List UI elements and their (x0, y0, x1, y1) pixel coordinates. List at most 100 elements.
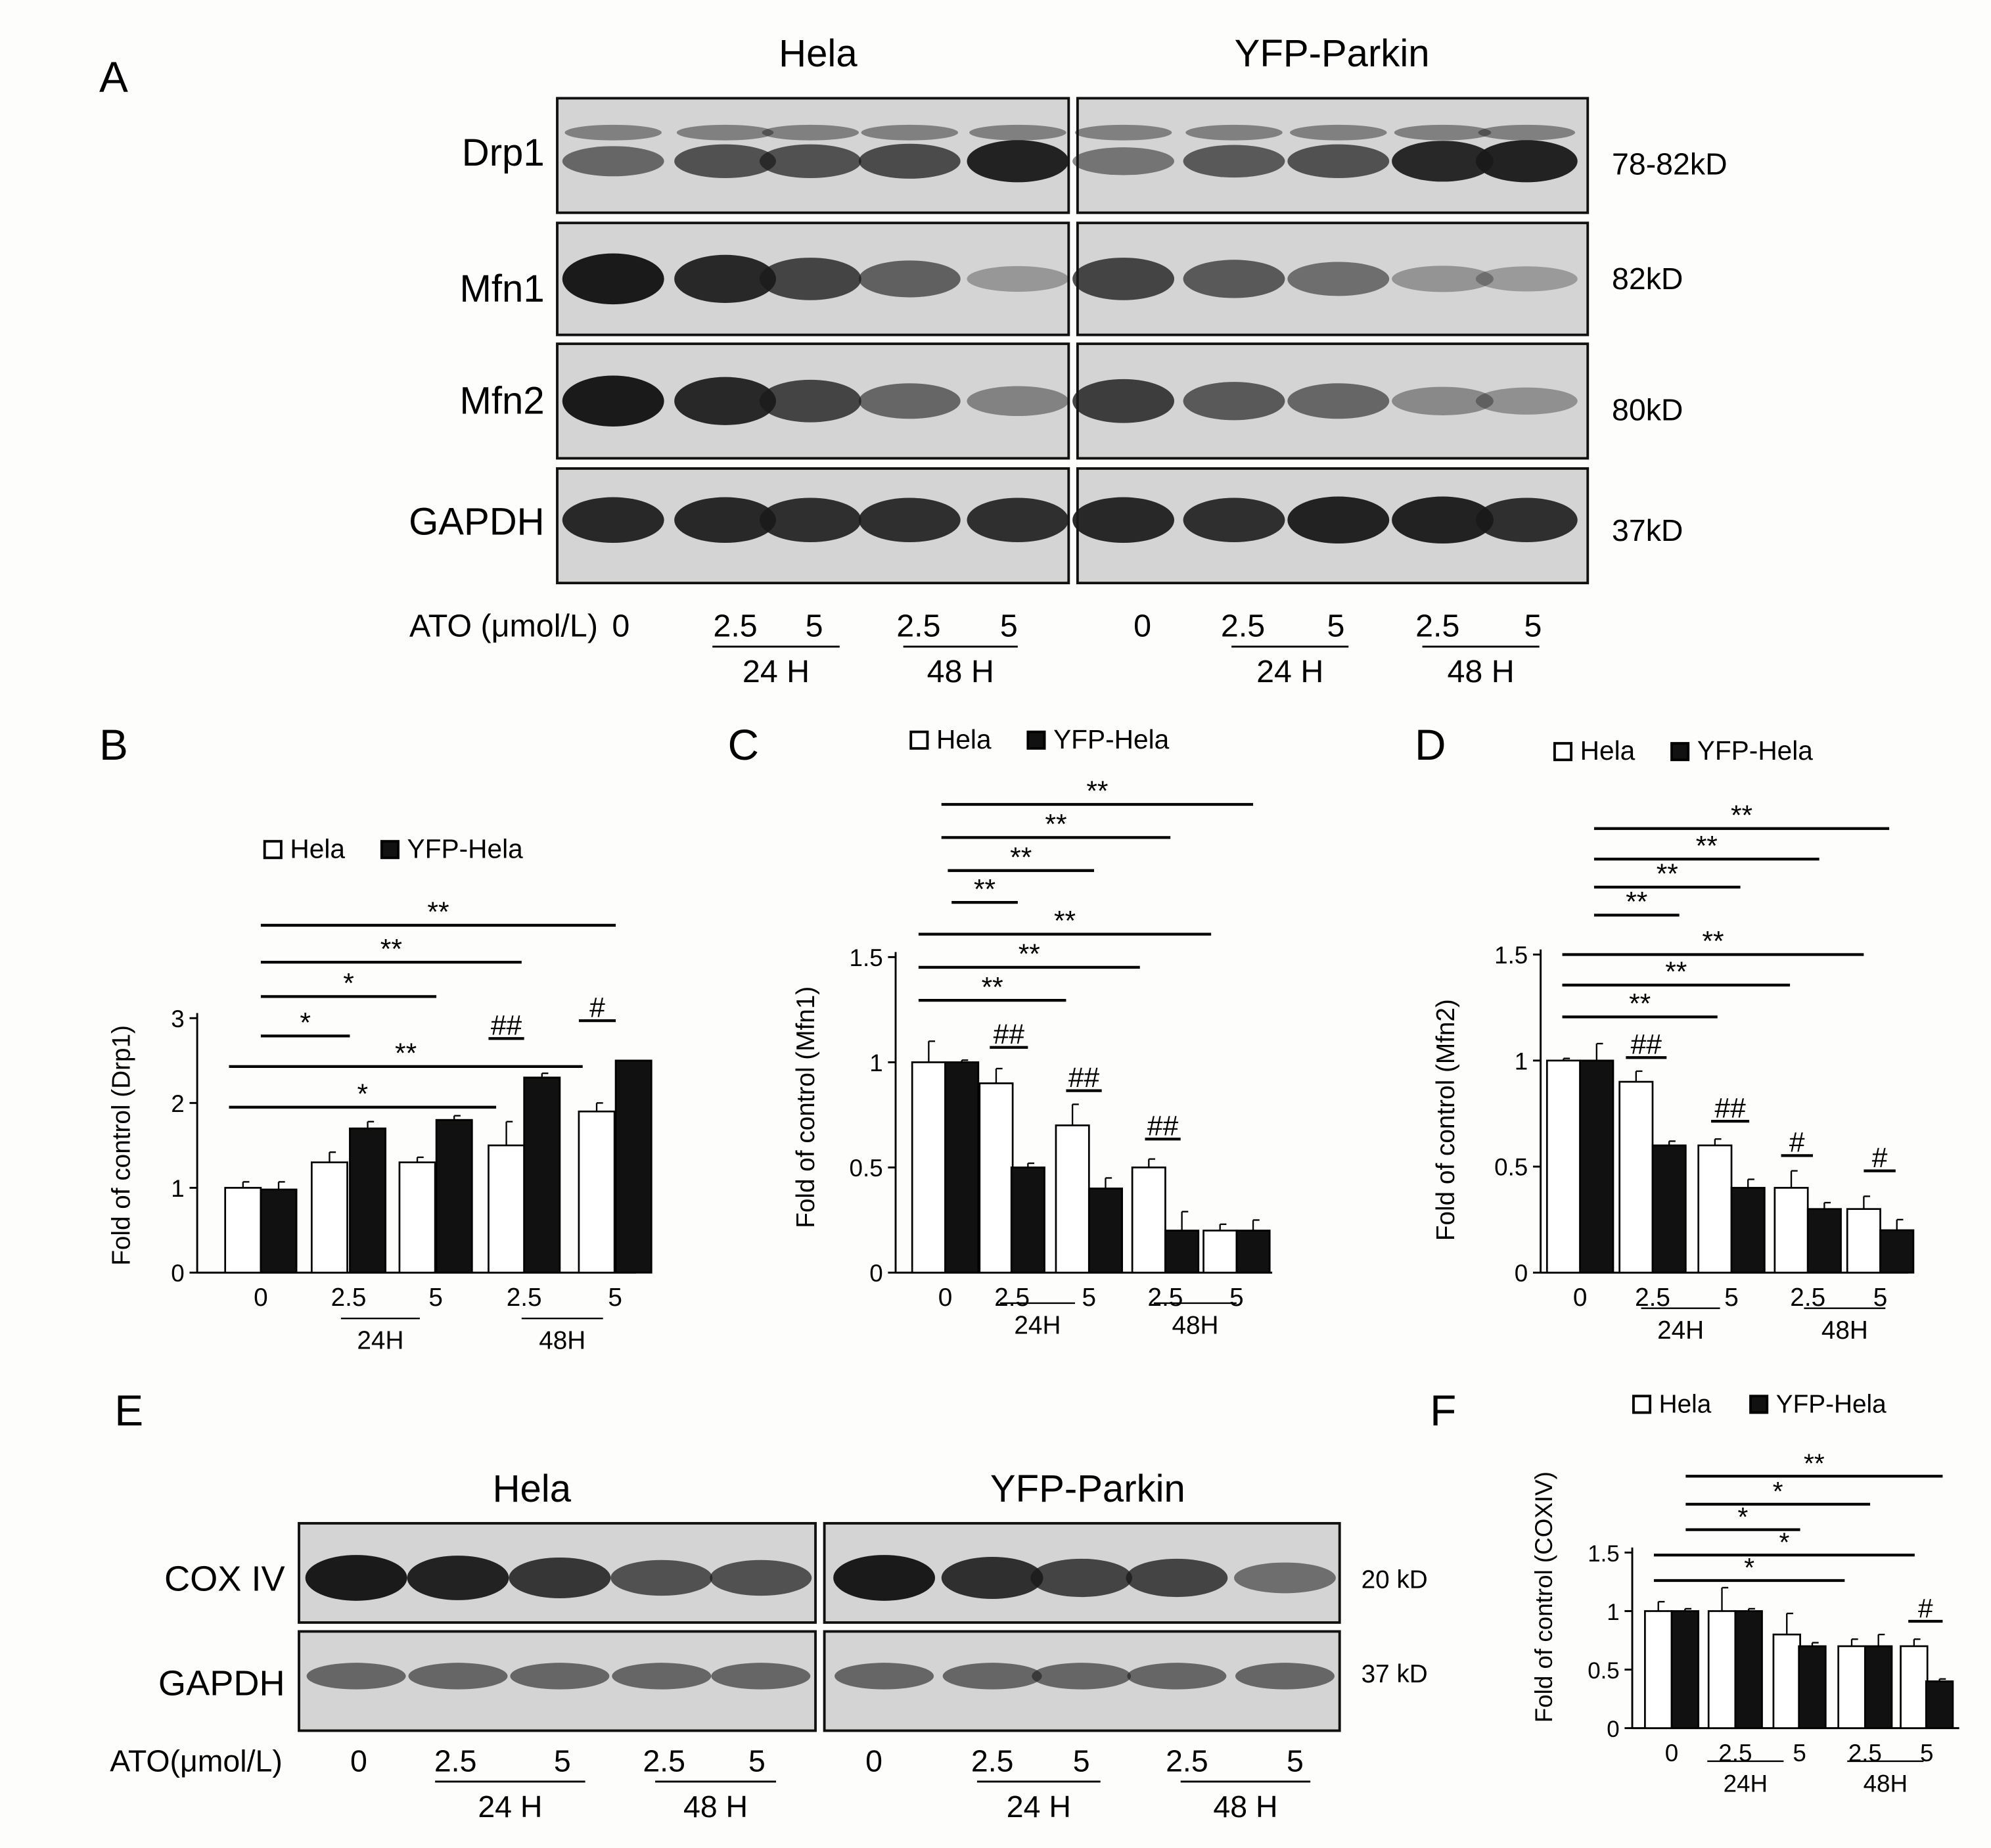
blot-a-mfn2-yfp-band-4 (1392, 386, 1494, 415)
blot-a-mfn2-hela-band-3 (759, 379, 861, 423)
panel-d-y-tick-label: 0 (1515, 1260, 1528, 1287)
panel-a-dose-1: 0 (612, 608, 629, 643)
panel-f-bar-hela-3 (1772, 1633, 1801, 1729)
panel-f-significance-mark: # (1918, 1593, 1933, 1623)
blot-a-mfn1-hela-band-5 (967, 266, 1069, 292)
size-label-gapdh: 37kD (1612, 513, 1683, 547)
panel-b-x-tick-label: 5 (428, 1283, 443, 1312)
blot-a-mfn2-hela-band-5 (967, 386, 1069, 417)
blot-a-mfn1-hela-band-4 (858, 260, 961, 298)
panel-c-x-tick-label: 2.5 (1148, 1283, 1183, 1312)
panel-f-y-tick-label: 0.5 (1588, 1658, 1619, 1684)
panel-e-dose-3: 5 (1073, 1744, 1090, 1778)
panel-b-bar-yfp-hela-2 (349, 1127, 386, 1274)
panel-f-y-tick-label: 1 (1607, 1600, 1619, 1625)
blot-a-drp1-yfp-band-3 (1287, 144, 1390, 178)
blot-e-gapdh-hela-band-1 (306, 1663, 406, 1690)
panel-b-y-tick-label: 3 (171, 1005, 184, 1032)
blot-e-coxiv-hela-band-4 (610, 1559, 713, 1596)
blot-a-gapdh-hela-band-1 (562, 497, 664, 543)
blot-a-drp1-yfp-upper-band-2 (1185, 124, 1283, 141)
panel-b-y-tick-label: 2 (171, 1090, 184, 1117)
blot-a-gapdh-yfp-band-3 (1287, 496, 1390, 544)
blot-a-gapdh-hela-band-3 (759, 497, 861, 543)
panel-c-y-tick-label: 1.5 (850, 944, 883, 971)
panel-e-dose-1: 0 (865, 1744, 882, 1778)
panel-d-significance-mark: ** (1665, 956, 1687, 988)
blot-e-coxiv-hela-band-2 (407, 1556, 509, 1600)
panel-f-significance-mark: * (1779, 1527, 1789, 1557)
blot-e-gapdh-hela-band-4 (612, 1663, 712, 1690)
size-label-drp1: 78-82kD (1612, 147, 1728, 181)
panel-d-bar-hela-1 (1545, 1059, 1581, 1274)
blot-a-gapdh-yfp-band-4 (1392, 496, 1494, 544)
panel-d-legend-label-hela: Hela (1580, 735, 1636, 766)
panel-d-significance-mark: ** (1629, 988, 1651, 1020)
panel-a-group-label: 24 H (1256, 654, 1323, 689)
panel-c-significance-mark: ## (994, 1019, 1025, 1050)
panel-b-legend-label-hela: Hela (290, 833, 345, 864)
panel-d-significance-mark: ** (1657, 858, 1678, 890)
panel-d-group-label: 24H (1657, 1316, 1704, 1345)
panel-d-significance-mark: ## (1631, 1028, 1662, 1060)
panel-a-group-label: 48 H (927, 654, 994, 689)
blot-a-mfn2-hela-band-2 (674, 377, 777, 425)
panel-letter-f: F (1430, 1386, 1456, 1435)
panel-c-significance-mark: ** (1018, 938, 1040, 970)
panel-c-y-axis-title: Fold of control (Mfn1) (792, 986, 820, 1228)
panel-b-chart: 0 1 2 3 Fold of control (Drp1) 0 2.5 5 2.5 5 24H 48… (107, 833, 652, 1355)
panel-e-dose-3: 5 (554, 1744, 571, 1778)
panel-b-y-axis-title: Fold of control (Drp1) (107, 1025, 135, 1266)
blot-a-drp1-hela-upper-band-3 (762, 124, 859, 141)
panel-e-group-label: 48 H (683, 1790, 748, 1824)
panel-c-y-tick-label: 0.5 (850, 1155, 883, 1182)
panel-b-y-tick-label: 1 (171, 1175, 184, 1202)
panel-d-bar-yfp-hela-5 (1879, 1229, 1915, 1274)
panel-d-y-axis-title: Fold of control (Mfn2) (1432, 999, 1460, 1241)
blot-a-drp1-hela-band-3 (759, 144, 861, 178)
panel-letter-b: B (99, 720, 128, 769)
blot-a-gapdh-hela-band-5 (967, 497, 1069, 543)
panel-c-bar-yfp-hela-4 (1164, 1230, 1200, 1274)
panel-f-bar-yfp-hela-1 (1670, 1610, 1700, 1729)
panel-d-bar-yfp-hela-2 (1651, 1144, 1687, 1274)
blot-a-gapdh-yfp-band-5 (1475, 497, 1578, 543)
panel-d-bar-hela-5 (1846, 1208, 1881, 1274)
panel-f-significance-mark: ** (1804, 1448, 1825, 1478)
panel-e-dose-label: ATO(μmol/L) (110, 1744, 283, 1778)
blot-a-mfn1-yfp-band-1 (1072, 258, 1175, 300)
panel-b-bar-hela-1 (224, 1187, 262, 1274)
size-label-mfn2: 80kD (1612, 392, 1683, 427)
panel-c-bar-hela-5 (1202, 1230, 1238, 1274)
panel-d-bar-hela-4 (1774, 1187, 1809, 1274)
panel-c-x-tick-label: 2.5 (994, 1283, 1030, 1312)
panel-c-bar-yfp-hela-1 (944, 1061, 980, 1274)
blot-a-mfn2-yfp-band-2 (1183, 382, 1285, 421)
panel-a-dose-axis: 0 2.5 5 2.5 5 0 2.5 5 2.5 524 H 48 H 24 H 48 H (612, 608, 1542, 689)
panel-d-group-label: 48H (1821, 1316, 1868, 1345)
panel-e-group-label: 48 H (1213, 1790, 1277, 1824)
panel-e-group-label: 24 H (478, 1790, 542, 1824)
blot-e-coxiv-yfp-band-4 (1126, 1558, 1228, 1598)
panel-b-bar-hela-5 (578, 1110, 616, 1274)
panel-f-legend-swatch-hela (1632, 1395, 1652, 1414)
panel-a-blot: Hela YFP-Parkin Drp1 Mfn1 Mfn2 GAPDH 78-… (409, 32, 1728, 689)
panel-d-bar-yfp-hela-4 (1806, 1208, 1842, 1274)
blot-a-drp1-hela-upper-band-2 (676, 124, 774, 141)
panel-b-significance-mark: # (589, 992, 605, 1023)
panel-e-dose-2: 2.5 (971, 1744, 1014, 1778)
blot-a-drp1-yfp-upper-band-4 (1394, 124, 1492, 141)
blot-a-mfn2-hela-band-1 (562, 375, 664, 427)
panel-d-y-tick-label: 1.5 (1494, 942, 1528, 969)
blot-a-drp1-yfp-upper-band-5 (1478, 124, 1576, 141)
panel-f-bar-hela-2 (1707, 1610, 1737, 1729)
panel-e-dose-2: 2.5 (434, 1744, 477, 1778)
blot-a-drp1-hela-band-5 (967, 140, 1069, 183)
panel-f-chart: 0 0.5 1 1.5 Fold of control (COXIV) 0 2.5 5 2.5 5… (1530, 1390, 1959, 1797)
blot-a-drp1-yfp-band-5 (1475, 140, 1578, 183)
panel-c-significance-mark: ** (1010, 842, 1032, 873)
panel-f-bar-hela-1 (1644, 1610, 1673, 1729)
blot-a-drp1-hela-band-2 (674, 144, 777, 178)
panel-f-bar-yfp-hela-4 (1864, 1645, 1893, 1729)
protein-label-drp1: Drp1 (462, 131, 545, 174)
